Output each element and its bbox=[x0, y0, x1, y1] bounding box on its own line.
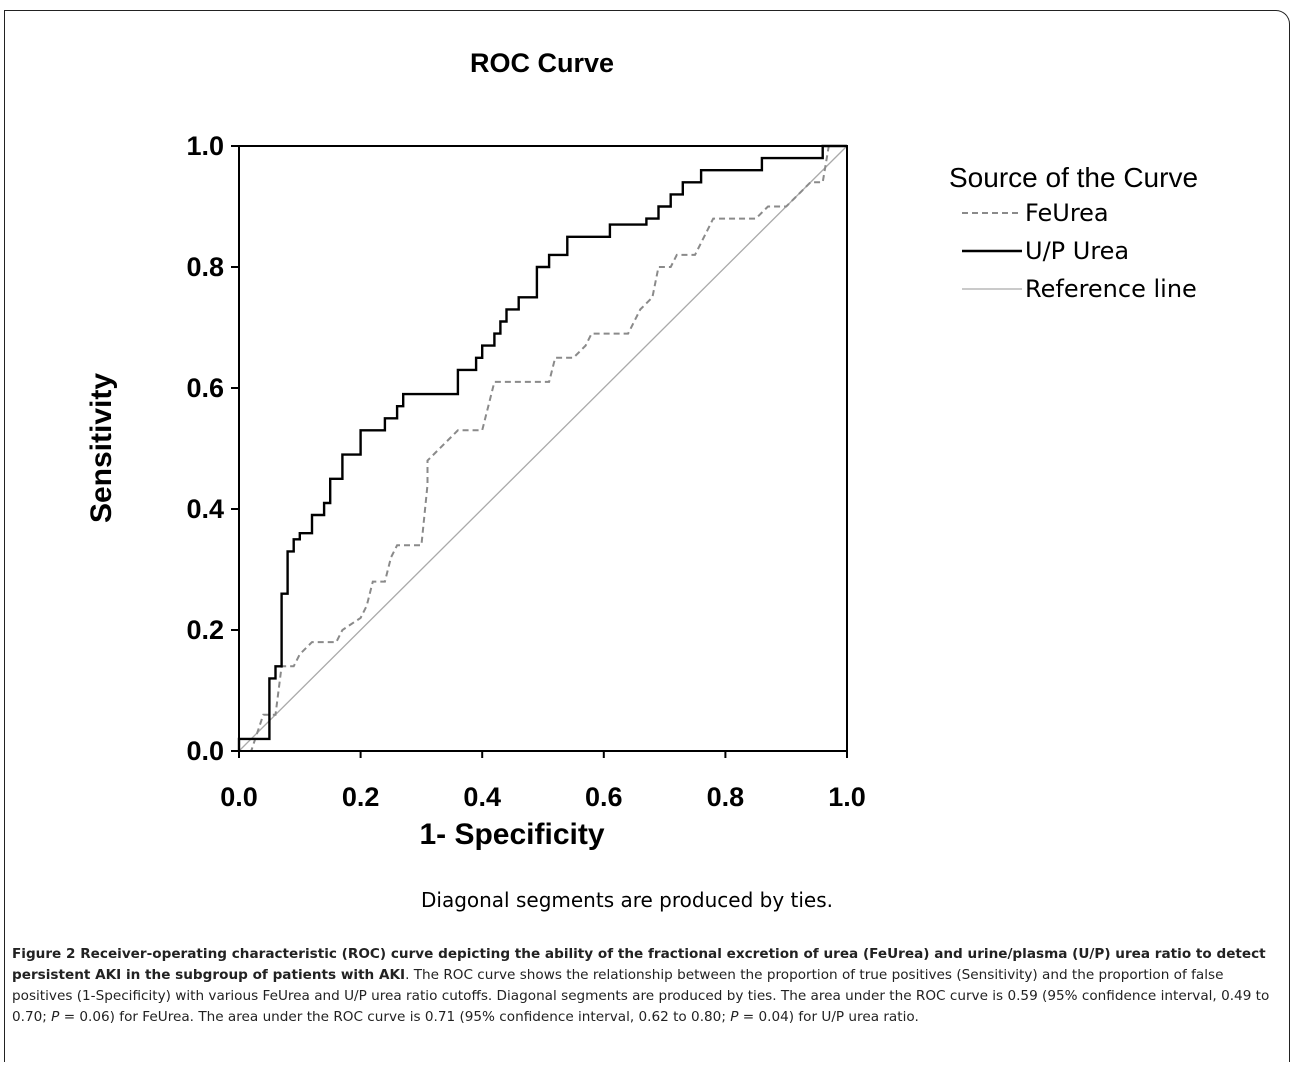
legend-label-2: Reference line bbox=[1025, 275, 1197, 303]
figure-frame bbox=[4, 10, 1290, 1062]
x-tick-label-5: 1.0 bbox=[828, 782, 866, 812]
x-tick-label-1: 0.2 bbox=[342, 782, 380, 812]
x-ticks: 0.0 0.2 0.4 0.6 0.8 1.0 bbox=[220, 751, 866, 812]
y-tick-label-3: 0.6 bbox=[186, 373, 224, 403]
y-tick-label-0: 0.0 bbox=[186, 736, 224, 766]
caption-lead: Figure 2 Receiver-operating characterist… bbox=[12, 946, 1266, 983]
caption-text-1: . The ROC curve shows the relationship b… bbox=[12, 967, 1270, 1025]
y-ticks: 0.0 0.2 0.4 0.6 0.8 1.0 bbox=[186, 131, 239, 766]
series-line-feurea bbox=[239, 145, 847, 752]
y-tick-label-4: 0.8 bbox=[186, 252, 224, 282]
legend-label-0: FeUrea bbox=[1025, 199, 1109, 227]
legend-label-1: U/P Urea bbox=[1025, 237, 1129, 265]
roc-chart: ROC Curve 0.0 0.2 0.4 0.6 0.8 1.0 0.00.20.40.… bbox=[85, 48, 1198, 912]
chart-footnote: Diagonal segments are produced by ties. bbox=[421, 888, 833, 912]
legend-title: Source of the Curve bbox=[949, 162, 1198, 193]
caption-p-2: P bbox=[730, 1009, 739, 1025]
x-tick-label-2: 0.4 bbox=[463, 782, 501, 812]
x-tick-label-3: 0.6 bbox=[585, 782, 623, 812]
legend: FeUrea U/P Urea Reference line bbox=[962, 199, 1197, 303]
y-tick-label-1: 0.2 bbox=[186, 615, 224, 645]
y-axis-label: Sensitivity bbox=[85, 373, 118, 523]
x-axis-label: 1- Specificity bbox=[419, 818, 604, 851]
y-tick-label-5: 1.0 bbox=[186, 131, 224, 161]
x-tick-label-0: 0.0 bbox=[220, 782, 258, 812]
chart-title: ROC Curve bbox=[470, 48, 614, 78]
x-tick-label-4: 0.8 bbox=[707, 782, 745, 812]
y-tick-label-2: 0.4 bbox=[186, 494, 224, 524]
figure-caption: Figure 2 Receiver-operating characterist… bbox=[12, 944, 1278, 1028]
caption-text-2: = 0.06) for FeUrea. The area under the R… bbox=[59, 1009, 731, 1025]
series-group bbox=[237, 144, 848, 752]
series-line-u-p-urea bbox=[237, 144, 847, 751]
plot-area bbox=[238, 145, 848, 752]
series-line-reference-line bbox=[238, 145, 848, 752]
caption-p-1: P bbox=[51, 1009, 60, 1025]
caption-text-3: = 0.04) for U/P urea ratio. bbox=[738, 1009, 919, 1025]
